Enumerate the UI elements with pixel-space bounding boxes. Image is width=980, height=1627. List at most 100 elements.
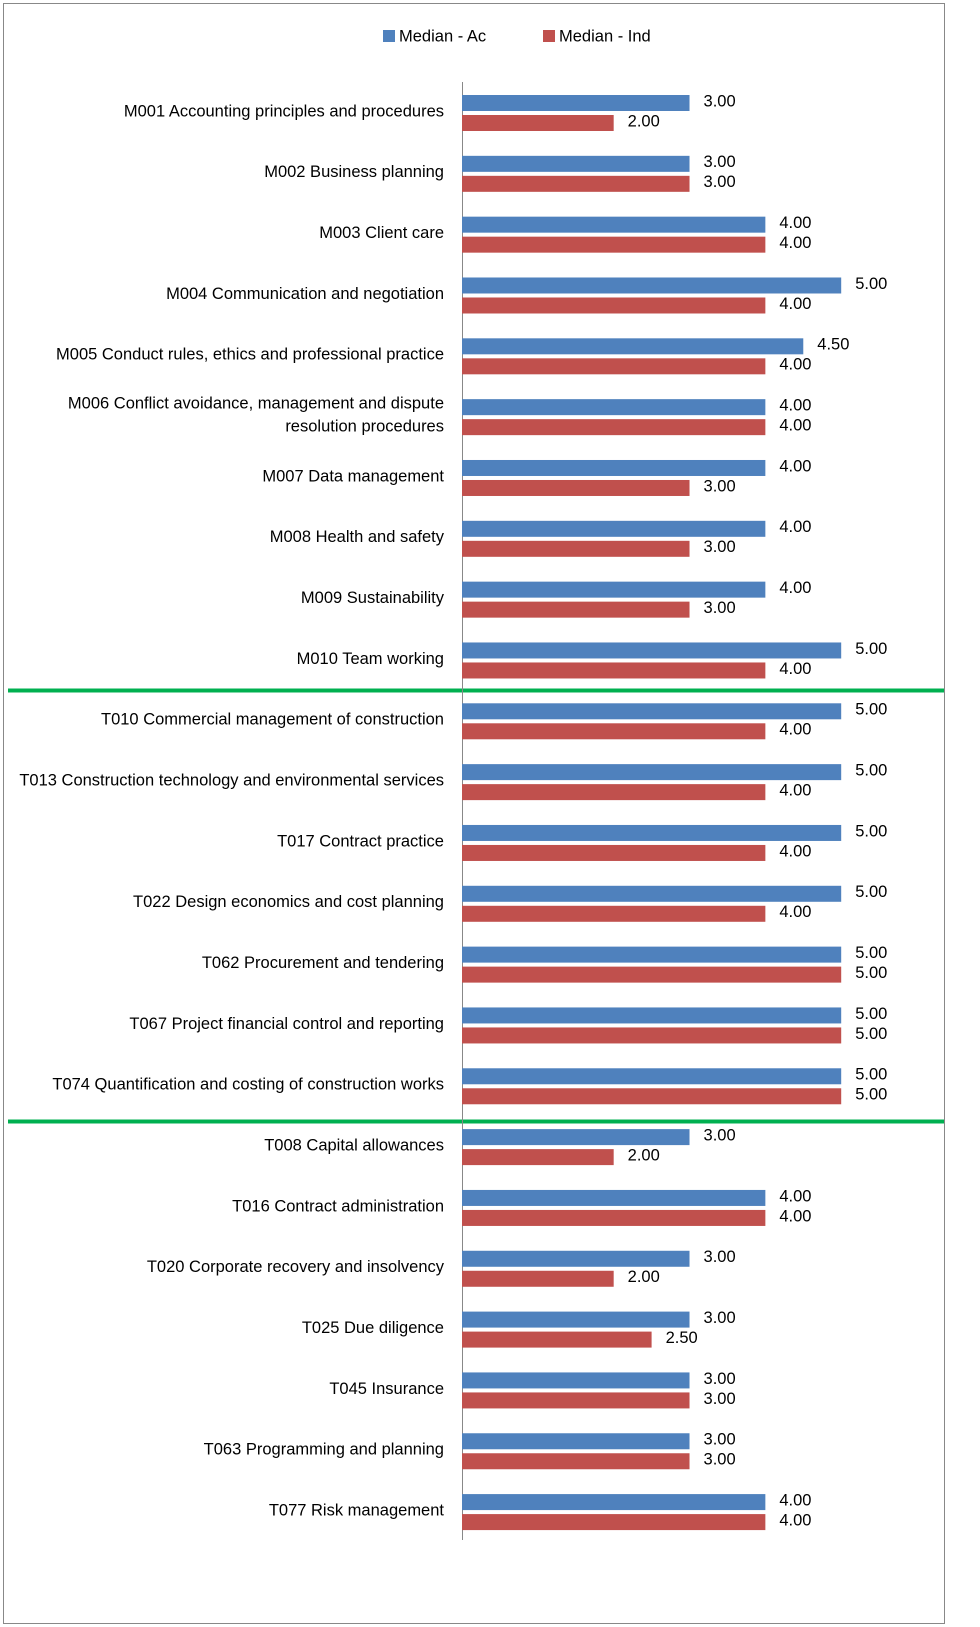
value-label: 4.00 xyxy=(779,518,811,536)
value-label: 4.50 xyxy=(817,336,849,354)
value-label: 5.00 xyxy=(855,1086,887,1104)
bar xyxy=(462,520,766,537)
bar xyxy=(462,966,842,983)
value-label: 2.00 xyxy=(628,1146,660,1164)
value-label: 5.00 xyxy=(855,275,887,293)
value-label: 5.00 xyxy=(855,1025,887,1043)
value-label: 3.00 xyxy=(704,1390,736,1408)
value-label: 5.00 xyxy=(855,883,887,901)
bar xyxy=(462,479,690,496)
value-label: 3.00 xyxy=(704,92,736,110)
bar xyxy=(462,297,766,314)
value-label: 3.00 xyxy=(704,173,736,191)
bar xyxy=(462,601,690,618)
bar xyxy=(462,1494,766,1511)
value-label: 4.00 xyxy=(779,457,811,475)
value-label: 3.00 xyxy=(704,1431,736,1449)
value-label: 4.00 xyxy=(779,1491,811,1509)
bar xyxy=(462,905,766,922)
category-label: T013 Construction technology and environ… xyxy=(19,771,444,789)
bar xyxy=(462,764,842,781)
bar xyxy=(462,1331,652,1348)
value-label: 2.00 xyxy=(628,1268,660,1286)
category-label: T008 Capital allowances xyxy=(264,1136,444,1154)
bar xyxy=(462,1311,690,1328)
bar xyxy=(462,1068,842,1085)
legend-label: Median - Ac xyxy=(399,27,486,45)
value-label: 5.00 xyxy=(855,701,887,719)
category-label: T067 Project financial control and repor… xyxy=(129,1015,444,1033)
value-label: 4.00 xyxy=(779,1207,811,1225)
category-label: T016 Contract administration xyxy=(232,1197,444,1215)
value-label: 3.00 xyxy=(704,153,736,171)
bar xyxy=(462,885,842,902)
value-label: 3.00 xyxy=(704,538,736,556)
value-label: 4.00 xyxy=(779,781,811,799)
value-label: 4.00 xyxy=(779,842,811,860)
category-label: M007 Data management xyxy=(262,467,444,485)
bar xyxy=(462,419,766,436)
category-label: M005 Conduct rules, ethics and professio… xyxy=(56,346,444,364)
value-label: 4.00 xyxy=(779,1511,811,1529)
bar xyxy=(462,1088,842,1105)
category-label: T077 Risk management xyxy=(269,1501,445,1519)
value-label: 2.50 xyxy=(666,1329,698,1347)
category-label: T010 Commercial management of constructi… xyxy=(101,711,444,729)
value-label: 4.00 xyxy=(779,721,811,739)
bar xyxy=(462,1149,614,1166)
category-label: T022 Design economics and cost planning xyxy=(133,893,444,911)
value-label: 3.00 xyxy=(704,1370,736,1388)
value-label: 3.00 xyxy=(704,1248,736,1266)
value-label: 4.00 xyxy=(779,356,811,374)
bar xyxy=(462,1392,690,1409)
value-label: 4.00 xyxy=(779,1187,811,1205)
value-label: 3.00 xyxy=(704,599,736,617)
bar xyxy=(462,1189,766,1206)
category-label: M002 Business planning xyxy=(264,163,444,181)
bar xyxy=(462,946,842,963)
bar xyxy=(462,1433,690,1450)
value-label: 5.00 xyxy=(855,761,887,779)
category-label: T074 Quantification and costing of const… xyxy=(52,1076,444,1094)
category-label: M006 Conflict avoidance, management and … xyxy=(68,395,444,436)
legend-label: Median - Ind xyxy=(559,27,651,45)
bar xyxy=(462,155,690,172)
bar xyxy=(462,459,766,476)
bar xyxy=(462,1007,842,1024)
bar xyxy=(462,1372,690,1389)
bar xyxy=(462,703,842,720)
bar xyxy=(462,642,842,659)
value-label: 4.00 xyxy=(779,579,811,597)
bar xyxy=(462,581,766,598)
category-label: T017 Contract practice xyxy=(277,832,444,850)
legend-swatch xyxy=(543,30,555,42)
value-label: 4.00 xyxy=(779,660,811,678)
value-label: 3.00 xyxy=(704,1451,736,1469)
bar xyxy=(462,175,690,192)
bar xyxy=(462,236,766,253)
category-label: T063 Programming and planning xyxy=(204,1441,444,1459)
value-label: 4.00 xyxy=(779,903,811,921)
value-label: 4.00 xyxy=(779,397,811,415)
bar xyxy=(462,1129,690,1146)
bar xyxy=(462,216,766,233)
bar xyxy=(462,784,766,801)
bar xyxy=(462,1209,766,1226)
value-label: 3.00 xyxy=(704,1126,736,1144)
value-label: 5.00 xyxy=(855,964,887,982)
category-label: T020 Corporate recovery and insolvency xyxy=(147,1258,445,1276)
value-label: 4.00 xyxy=(779,234,811,252)
bar xyxy=(462,824,842,841)
value-label: 5.00 xyxy=(855,1066,887,1084)
chart-frame xyxy=(3,3,945,1624)
value-label: 4.00 xyxy=(779,214,811,232)
category-label: T045 Insurance xyxy=(329,1380,444,1398)
category-label: M010 Team working xyxy=(297,650,444,668)
value-label: 4.00 xyxy=(779,295,811,313)
bar xyxy=(462,1250,690,1267)
value-label: 3.00 xyxy=(704,477,736,495)
bar xyxy=(462,115,614,131)
value-label: 3.00 xyxy=(704,1309,736,1327)
category-label: M004 Communication and negotiation xyxy=(166,285,444,303)
